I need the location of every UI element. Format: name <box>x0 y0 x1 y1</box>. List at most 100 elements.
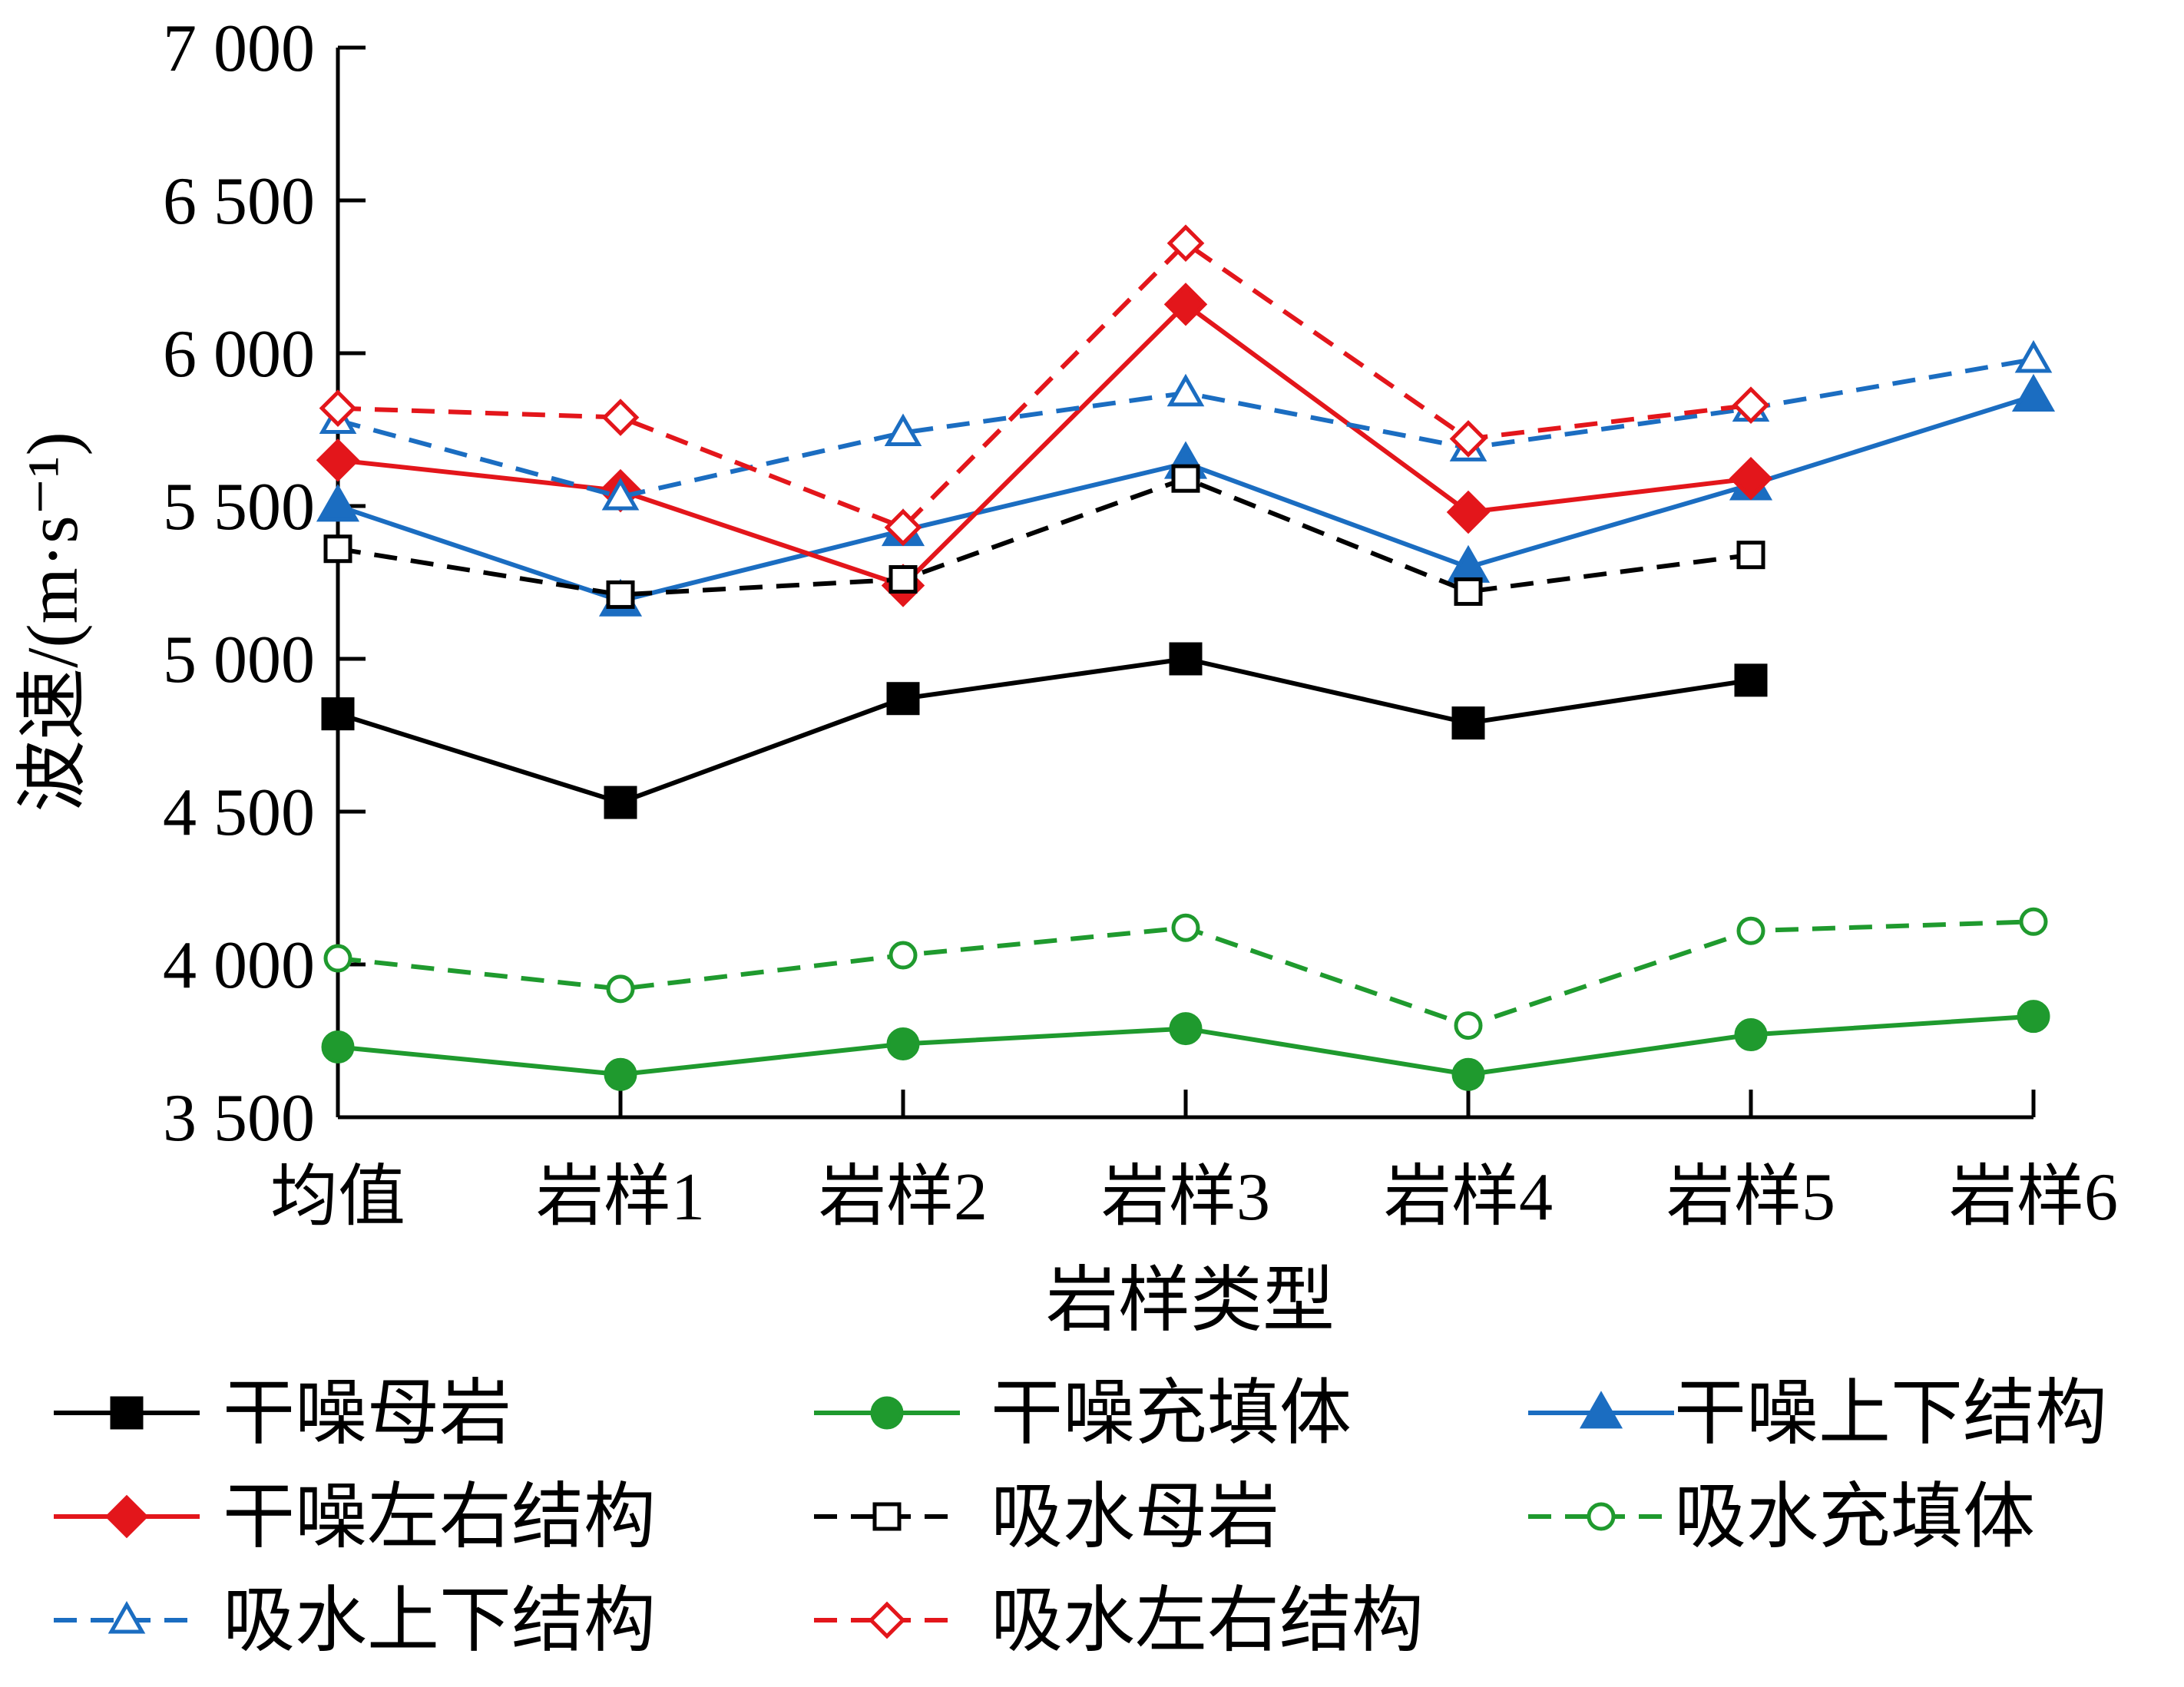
legend-item: 干噪左右结构 <box>54 1477 656 1557</box>
legend-item: 干噪充填体 <box>814 1374 1352 1454</box>
x-tick-label: 岩样2 <box>819 1160 988 1235</box>
data-point <box>604 1057 637 1091</box>
data-point <box>321 1030 355 1063</box>
y-tick-label: 4 000 <box>163 928 315 1003</box>
data-point <box>319 389 357 427</box>
series-6 <box>323 907 2048 1040</box>
legend-label: 干噪上下结构 <box>1674 1374 2107 1454</box>
data-point <box>1171 464 1200 493</box>
data-point <box>1166 373 1205 407</box>
data-point <box>1736 916 1765 945</box>
legend-swatch-marker <box>110 1396 144 1430</box>
data-point <box>2014 339 2053 373</box>
series-line <box>337 240 1752 531</box>
data-point <box>886 682 920 716</box>
y-tick-label: 6 500 <box>163 164 315 239</box>
y-tick-label: 3 500 <box>163 1081 315 1156</box>
axes <box>336 45 2036 1120</box>
data-point <box>1734 1018 1768 1052</box>
legend-label: 干噪左右结构 <box>223 1477 656 1557</box>
legend-label: 吸水充填体 <box>1674 1477 2035 1557</box>
data-point <box>888 941 918 970</box>
series-line <box>337 475 1752 597</box>
legend-item: 干噪母岩 <box>54 1374 511 1454</box>
tick-labels: 3 500 4 000 4 500 5 000 5 500 6 000 6 500 7 000… <box>163 12 2118 1235</box>
x-tick-label: 岩样6 <box>1949 1160 2118 1235</box>
legend-swatch-marker <box>1587 1502 1616 1531</box>
series-2 <box>321 1000 2050 1091</box>
x-axis-title: 岩样类型 <box>1046 1261 1335 1341</box>
data-point <box>606 974 635 1004</box>
legend-label: 吸水上下结构 <box>223 1581 656 1661</box>
data-point <box>1736 541 1765 570</box>
x-tick-label: 岩样1 <box>536 1160 705 1235</box>
series-line <box>337 656 1752 805</box>
x-tick-label: 均值 <box>270 1160 405 1235</box>
data-point <box>1732 386 1770 424</box>
legend-swatch-marker <box>872 1502 902 1531</box>
legend-swatch-marker <box>870 1396 904 1430</box>
series-1 <box>321 642 1768 819</box>
data-point <box>886 1027 920 1060</box>
series-5 <box>323 464 1765 609</box>
legend-item: 吸水母岩 <box>814 1477 1279 1557</box>
data-point <box>323 944 352 973</box>
data-point <box>323 534 352 564</box>
data-point <box>2011 373 2056 412</box>
data-point <box>1454 1011 1483 1040</box>
y-tick-label: 5 000 <box>163 623 315 697</box>
y-tick-label: 7 000 <box>163 12 315 86</box>
data-point <box>316 484 360 522</box>
legend-item: 吸水上下结构 <box>54 1581 656 1661</box>
legend-item: 吸水左右结构 <box>814 1581 1424 1661</box>
data-point <box>601 478 640 511</box>
x-tick-label: 岩样5 <box>1666 1160 1835 1235</box>
data-point <box>2017 1000 2050 1034</box>
data-point <box>1451 1057 1485 1091</box>
series-line <box>337 393 2034 604</box>
data-point <box>1169 642 1203 676</box>
x-tick-label: 岩样4 <box>1384 1160 1553 1235</box>
data-point <box>1166 224 1205 263</box>
data-point <box>321 697 355 731</box>
series-line <box>337 301 1752 588</box>
legend-item: 吸水充填体 <box>1528 1477 2035 1557</box>
y-tick-label: 5 500 <box>163 470 315 544</box>
y-tick-label: 4 500 <box>163 776 315 850</box>
data-point <box>606 580 635 609</box>
data-point <box>1163 283 1208 326</box>
data-point <box>1454 577 1483 606</box>
series-3 <box>316 373 2056 617</box>
data-point <box>1729 456 1773 501</box>
legend-label: 干噪充填体 <box>991 1374 1352 1454</box>
data-point <box>316 438 360 482</box>
data-point <box>1169 1012 1203 1046</box>
data-point <box>2019 907 2048 936</box>
data-point <box>1449 420 1487 458</box>
legend-label: 吸水左右结构 <box>991 1581 1424 1661</box>
legend-item: 干噪上下结构 <box>1528 1374 2107 1454</box>
data-point <box>604 786 637 819</box>
data-point <box>884 508 922 547</box>
legend-swatch-marker <box>104 1494 149 1539</box>
y-axis-title: 波速/(m·s⁻¹) <box>13 432 93 812</box>
data-point <box>601 399 640 436</box>
legend-swatch-marker <box>868 1601 906 1639</box>
y-tick-label: 6 000 <box>163 317 315 392</box>
series-4 <box>316 283 1773 607</box>
data-point <box>1451 706 1485 740</box>
data-point <box>1734 663 1768 697</box>
legend-swatch-marker <box>108 1600 146 1634</box>
legend-label: 吸水母岩 <box>991 1477 1279 1557</box>
series-layer <box>316 224 2056 1091</box>
data-point <box>884 413 922 446</box>
data-point <box>1446 490 1491 534</box>
series-8 <box>319 224 1770 547</box>
x-tick-label: 岩样3 <box>1101 1160 1270 1235</box>
legend-swatch-marker <box>1579 1391 1623 1429</box>
data-point <box>1171 913 1200 942</box>
data-point <box>888 565 918 594</box>
